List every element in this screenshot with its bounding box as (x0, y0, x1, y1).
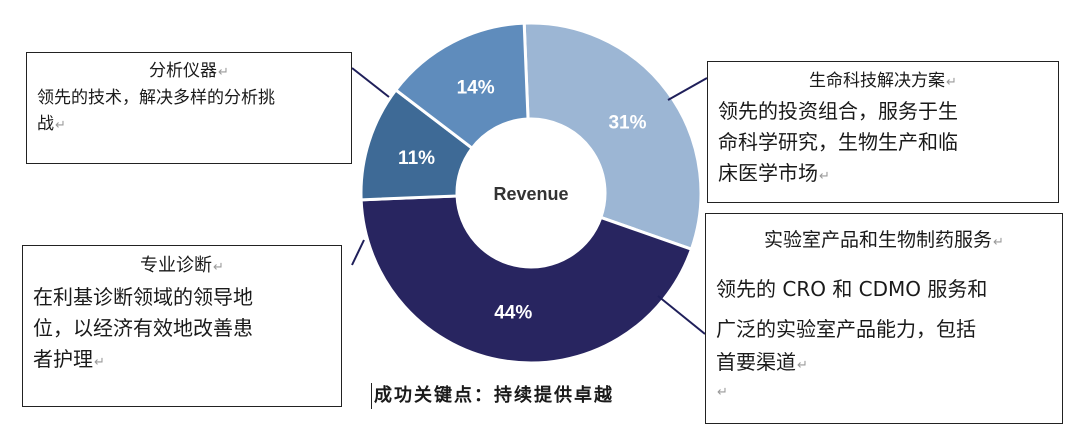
callout-body-line: 命科学研究，生物生产和临 (718, 130, 958, 154)
paragraph-mark: ↵ (946, 75, 957, 90)
paragraph-mark: ↵ (55, 118, 66, 133)
slice-label-31: 31% (608, 113, 646, 134)
callout-body-line: 者护理 (33, 347, 93, 371)
connector-lab (657, 295, 706, 335)
key-success-factor-caption: 成功关键点：持续提供卓越 (371, 383, 614, 409)
paragraph-mark: ↵ (218, 65, 229, 80)
callout-body-line: 领先的技术，解决多样的分析挑 (37, 88, 275, 108)
slice-label-14: 14% (457, 78, 495, 99)
callout-body-line: 广泛的实验室产品能力，包括 (716, 317, 976, 341)
callout-analytical-instruments: 分析仪器↵ 领先的技术，解决多样的分析挑 战↵ (26, 52, 352, 164)
callout-body-line: 床医学市场 (718, 161, 818, 185)
callout-title: 专业诊断 (140, 255, 213, 276)
callout-title: 实验室产品和生物制药服务 (764, 229, 993, 251)
callout-specialty-diagnostics: 专业诊断↵ 在利基诊断领域的领导地 位，以经济有效地改善患 者护理↵ (22, 245, 342, 407)
connector-lifesci (667, 77, 708, 101)
donut-slice-44 (359, 194, 694, 365)
paragraph-mark: ↵ (797, 358, 808, 373)
callout-title: 分析仪器 (149, 61, 218, 81)
paragraph-mark: ↵ (717, 385, 728, 400)
callout-life-science-solutions: 生命科技解决方案↵ 领先的投资组合，服务于生 命科学研究，生物生产和临 床医学市… (707, 61, 1059, 203)
paragraph-mark: ↵ (993, 235, 1004, 250)
callout-body-line: 领先的 CRO 和 CDMO 服务和 (716, 277, 988, 301)
callout-lab-products-biopharma: 实验室产品和生物制药服务↵ 领先的 CRO 和 CDMO 服务和 广泛的实验室产… (705, 213, 1063, 424)
callout-body-line: 在利基诊断领域的领导地 (33, 285, 253, 309)
slice-label-44: 44% (494, 303, 532, 324)
paragraph-mark: ↵ (819, 169, 830, 184)
callout-body-line: 战 (37, 114, 54, 134)
connector-analytical (351, 67, 390, 98)
callout-body-line: 位，以经济有效地改善患 (33, 316, 253, 340)
paragraph-mark: ↵ (94, 355, 105, 370)
donut-slice-31 (522, 21, 703, 252)
callout-body-line: 领先的投资组合，服务于生 (718, 99, 958, 123)
connector-diagnostics (351, 239, 365, 266)
paragraph-mark: ↵ (213, 260, 224, 275)
donut-slice-14 (393, 21, 530, 151)
slice-label-11: 11% (398, 148, 435, 169)
callout-title: 生命科技解决方案 (809, 71, 946, 91)
donut-center-label: Revenue (493, 184, 568, 204)
callout-body-line: 首要渠道 (716, 350, 796, 374)
